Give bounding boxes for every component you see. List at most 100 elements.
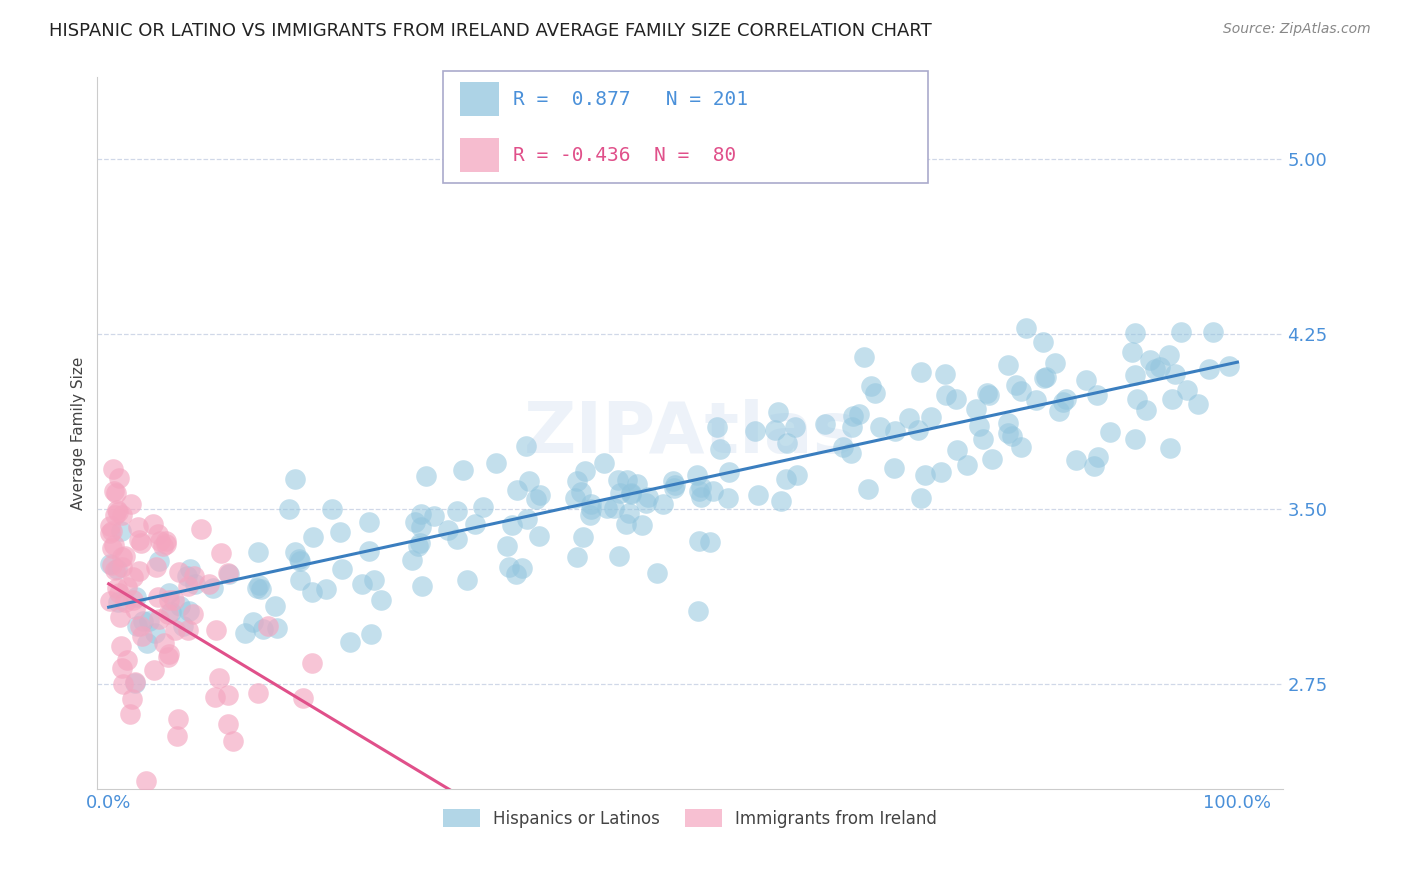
Point bbox=[287, 552, 309, 566]
Point bbox=[910, 491, 932, 505]
Point bbox=[135, 774, 157, 789]
Point bbox=[839, 446, 862, 460]
Point bbox=[1175, 384, 1198, 398]
Point bbox=[249, 582, 271, 596]
Point bbox=[105, 581, 128, 595]
Point bbox=[315, 582, 337, 596]
Point bbox=[1032, 371, 1054, 385]
Point bbox=[645, 566, 668, 580]
Text: R =  0.877   N = 201: R = 0.877 N = 201 bbox=[513, 89, 748, 109]
Point bbox=[118, 706, 141, 721]
Point bbox=[1160, 392, 1182, 406]
Point bbox=[662, 474, 685, 488]
Point bbox=[965, 401, 987, 416]
Point bbox=[1099, 425, 1122, 440]
Point bbox=[1010, 384, 1032, 398]
Point bbox=[128, 564, 150, 578]
Point bbox=[404, 515, 426, 529]
Point bbox=[515, 439, 537, 453]
Point bbox=[167, 712, 190, 726]
Point bbox=[409, 536, 432, 550]
Point bbox=[914, 467, 936, 482]
Point bbox=[763, 423, 786, 437]
Point bbox=[266, 621, 288, 635]
Point bbox=[247, 578, 270, 592]
Point bbox=[607, 549, 630, 564]
Point bbox=[291, 691, 314, 706]
Point bbox=[135, 636, 157, 650]
Point bbox=[357, 544, 380, 558]
Point bbox=[329, 524, 352, 539]
Point bbox=[163, 623, 186, 637]
Point bbox=[104, 563, 127, 577]
Point bbox=[181, 607, 204, 621]
Point bbox=[1135, 403, 1157, 417]
Point bbox=[1043, 356, 1066, 370]
Point bbox=[517, 475, 540, 489]
Point bbox=[172, 619, 194, 633]
Point bbox=[157, 586, 180, 600]
Point bbox=[157, 648, 180, 662]
Point bbox=[423, 508, 446, 523]
Point bbox=[1085, 388, 1108, 402]
Point bbox=[1032, 334, 1054, 349]
Point bbox=[110, 524, 132, 538]
Point bbox=[201, 581, 224, 595]
Point bbox=[111, 661, 134, 675]
Point bbox=[120, 498, 142, 512]
Point bbox=[1054, 392, 1077, 406]
Point bbox=[1170, 325, 1192, 339]
Point bbox=[976, 385, 998, 400]
Point bbox=[997, 417, 1019, 431]
Point bbox=[630, 518, 652, 533]
Point bbox=[565, 549, 588, 564]
Point bbox=[155, 534, 177, 549]
Point bbox=[263, 599, 285, 614]
Point bbox=[131, 629, 153, 643]
Point bbox=[105, 485, 128, 500]
Point bbox=[935, 388, 957, 402]
Point bbox=[152, 636, 174, 650]
Point bbox=[606, 473, 628, 487]
Point bbox=[339, 635, 361, 649]
Point bbox=[124, 601, 146, 615]
Point bbox=[409, 507, 432, 521]
Point bbox=[156, 607, 179, 621]
Point bbox=[1052, 395, 1074, 409]
Point bbox=[183, 569, 205, 583]
Point bbox=[1198, 361, 1220, 376]
Point bbox=[1149, 360, 1171, 375]
Point bbox=[934, 367, 956, 381]
Point bbox=[783, 420, 806, 434]
Point bbox=[100, 541, 122, 555]
Text: Source: ZipAtlas.com: Source: ZipAtlas.com bbox=[1223, 22, 1371, 37]
Point bbox=[436, 524, 458, 538]
Point bbox=[155, 537, 177, 551]
Point bbox=[1164, 367, 1187, 381]
Point bbox=[596, 500, 619, 515]
Point bbox=[217, 688, 239, 702]
Point bbox=[176, 568, 198, 582]
Point bbox=[718, 465, 741, 479]
Point bbox=[152, 539, 174, 553]
Point bbox=[122, 570, 145, 584]
Point bbox=[956, 458, 979, 473]
Point bbox=[946, 443, 969, 458]
Point bbox=[302, 530, 325, 544]
Point bbox=[177, 623, 200, 637]
Point bbox=[910, 366, 932, 380]
Point bbox=[233, 626, 256, 640]
Point bbox=[524, 492, 547, 507]
Point bbox=[1125, 432, 1147, 446]
Point bbox=[190, 522, 212, 536]
Point bbox=[128, 533, 150, 548]
Point bbox=[129, 536, 152, 550]
Point bbox=[257, 619, 280, 633]
Point bbox=[690, 480, 713, 494]
Text: R = -0.436  N =  80: R = -0.436 N = 80 bbox=[513, 145, 737, 165]
Point bbox=[496, 539, 519, 553]
Text: HISPANIC OR LATINO VS IMMIGRANTS FROM IRELAND AVERAGE FAMILY SIZE CORRELATION CH: HISPANIC OR LATINO VS IMMIGRANTS FROM IR… bbox=[49, 22, 932, 40]
Point bbox=[108, 585, 131, 599]
Point bbox=[121, 692, 143, 706]
Point bbox=[498, 559, 520, 574]
